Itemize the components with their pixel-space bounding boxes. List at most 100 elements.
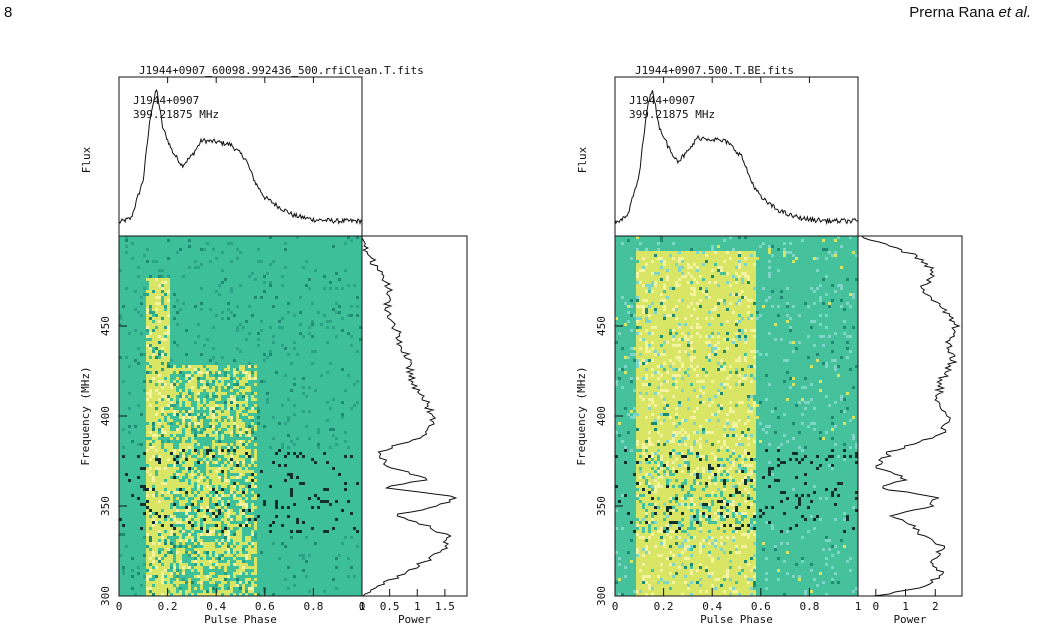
panel2-heatmap-cell — [642, 287, 645, 290]
panel1-heatmap-cell — [128, 479, 131, 482]
panel2-heatmap-cell — [681, 380, 684, 383]
panel2-heatmap-cell — [750, 260, 753, 263]
panel1-heatmap-cell — [203, 383, 206, 386]
panel2-heatmap-cell — [621, 386, 624, 389]
panel1-heatmap-cell — [209, 395, 212, 398]
panel2-heatmap-cell — [729, 356, 732, 359]
panel1-heatmap-cell — [329, 428, 332, 431]
panel1-heatmap-cell — [218, 404, 221, 407]
panel2-heatmap-cell — [723, 335, 726, 338]
panel2-heatmap-cell — [639, 368, 642, 371]
panel1-heatmap-cell — [284, 374, 287, 377]
panel1-heatmap-cell — [209, 542, 212, 545]
panel2-heatmap-cell — [753, 278, 756, 281]
panel2-heatmap-cell — [717, 398, 720, 401]
panel1-heatmap-cell — [158, 578, 161, 581]
panel1-heatmap-cell — [149, 488, 152, 491]
panel2-heatmap-cell — [711, 362, 714, 365]
panel1-heatmap-cell — [200, 494, 203, 497]
panel1-heatmap-cell — [167, 548, 170, 551]
panel1-heatmap-cell — [218, 416, 221, 419]
panel1-heatmap-cell — [212, 470, 215, 473]
panel1-heatmap-cell — [257, 338, 260, 341]
panel1-heatmap-cell — [197, 485, 200, 488]
panel2-heatmap-cell — [846, 335, 849, 338]
panel1-heatmap-cell — [176, 401, 179, 404]
panel1-heatmap-cell — [176, 428, 179, 431]
panel2-heatmap-cell — [657, 323, 660, 326]
panel2-heatmap-cell — [702, 266, 705, 269]
panel1-heatmap-cell — [263, 290, 266, 293]
panel1-heatmap-cell — [239, 389, 242, 392]
panel2-heatmap-cell — [753, 293, 756, 296]
panel1-heatmap-cell — [191, 539, 194, 542]
panel1-heatmap-cell — [182, 374, 185, 377]
panel1-heatmap-cell — [197, 413, 200, 416]
panel2-heatmap-cell — [669, 341, 672, 344]
panel2-heatmap-cell — [642, 296, 645, 299]
panel2-heatmap-cell — [726, 284, 729, 287]
panel1-heatmap-cell — [179, 248, 182, 251]
panel2-heatmap-cell — [723, 380, 726, 383]
panel1-heatmap-cell — [212, 473, 215, 476]
panel1-heatmap-cell — [185, 521, 188, 524]
panel2-heatmap-cell — [717, 407, 720, 410]
panel2-heatmap-cell — [753, 287, 756, 290]
panel2-heatmap-cell — [675, 374, 678, 377]
panel1-heatmap-cell — [353, 383, 356, 386]
panel1-heatmap-cell — [230, 518, 233, 521]
panel2-heatmap-cell — [660, 323, 663, 326]
panel2-heatmap-cell — [723, 365, 726, 368]
panel2-heatmap-cell — [663, 308, 666, 311]
panel2-heatmap-cell — [840, 266, 843, 269]
panel2-heatmap-cell — [645, 371, 648, 374]
panel2-heatmap-cell — [687, 305, 690, 308]
panel2-heatmap-cell — [684, 320, 687, 323]
panel2-heatmap-cell — [705, 362, 708, 365]
panel2-heatmap-cell — [693, 332, 696, 335]
panel2-heatmap-cell — [747, 263, 750, 266]
panel2-heatmap-cell — [855, 278, 858, 281]
panel1-heatmap-cell — [167, 533, 170, 536]
panel2-heatmap-cell — [660, 353, 663, 356]
panel2-heatmap-cell — [642, 266, 645, 269]
panel1-heatmap-cell — [167, 428, 170, 431]
panel2-heatmap-cell — [681, 305, 684, 308]
panel2-heatmap-cell — [723, 317, 726, 320]
panel2-heatmap-cell — [636, 395, 639, 398]
panel2-heatmap-cell — [687, 410, 690, 413]
panel2-heatmap-cell — [636, 398, 639, 401]
panel1-heatmap-cell — [227, 407, 230, 410]
panel2-heatmap-cell — [642, 359, 645, 362]
panel2-heatmap-cell — [708, 323, 711, 326]
panel2-heatmap-cell — [738, 356, 741, 359]
panel1-heatmap-cell — [152, 332, 155, 335]
panel1-heatmap-cell — [155, 569, 158, 572]
panel1-heatmap-cell — [209, 455, 212, 458]
panel1-heatmap-cell — [188, 581, 191, 584]
panel1-x-tick-label: 0.8 — [303, 600, 323, 613]
panel2-heatmap-cell — [747, 272, 750, 275]
panel2-heatmap-cell — [768, 260, 771, 263]
panel1-heatmap-cell — [233, 542, 236, 545]
panel2-heatmap-cell — [702, 365, 705, 368]
panel2-heatmap-cell — [660, 395, 663, 398]
panel2-heatmap-cell — [690, 365, 693, 368]
panel2-heatmap-cell — [687, 254, 690, 257]
panel1-heatmap-cell — [215, 563, 218, 566]
panel2-heatmap-cell — [711, 314, 714, 317]
panel1-heatmap-cell — [221, 467, 224, 470]
panel2-heatmap-cell — [642, 410, 645, 413]
panel2-heatmap-cell — [834, 251, 837, 254]
panel2-heatmap-cell — [678, 365, 681, 368]
panel1-heatmap-cell — [203, 497, 206, 500]
panel1-heatmap-cell — [272, 521, 275, 524]
panel1-heatmap-cell — [188, 464, 191, 467]
panel1-heatmap-cell — [167, 401, 170, 404]
panel1-heatmap-cell — [248, 371, 251, 374]
panel2-heatmap-cell — [714, 269, 717, 272]
panel2-heatmap-cell — [654, 356, 657, 359]
panel2-heatmap-cell — [726, 395, 729, 398]
panel1-heatmap-cell — [146, 542, 149, 545]
panel1-heatmap-cell — [287, 416, 290, 419]
